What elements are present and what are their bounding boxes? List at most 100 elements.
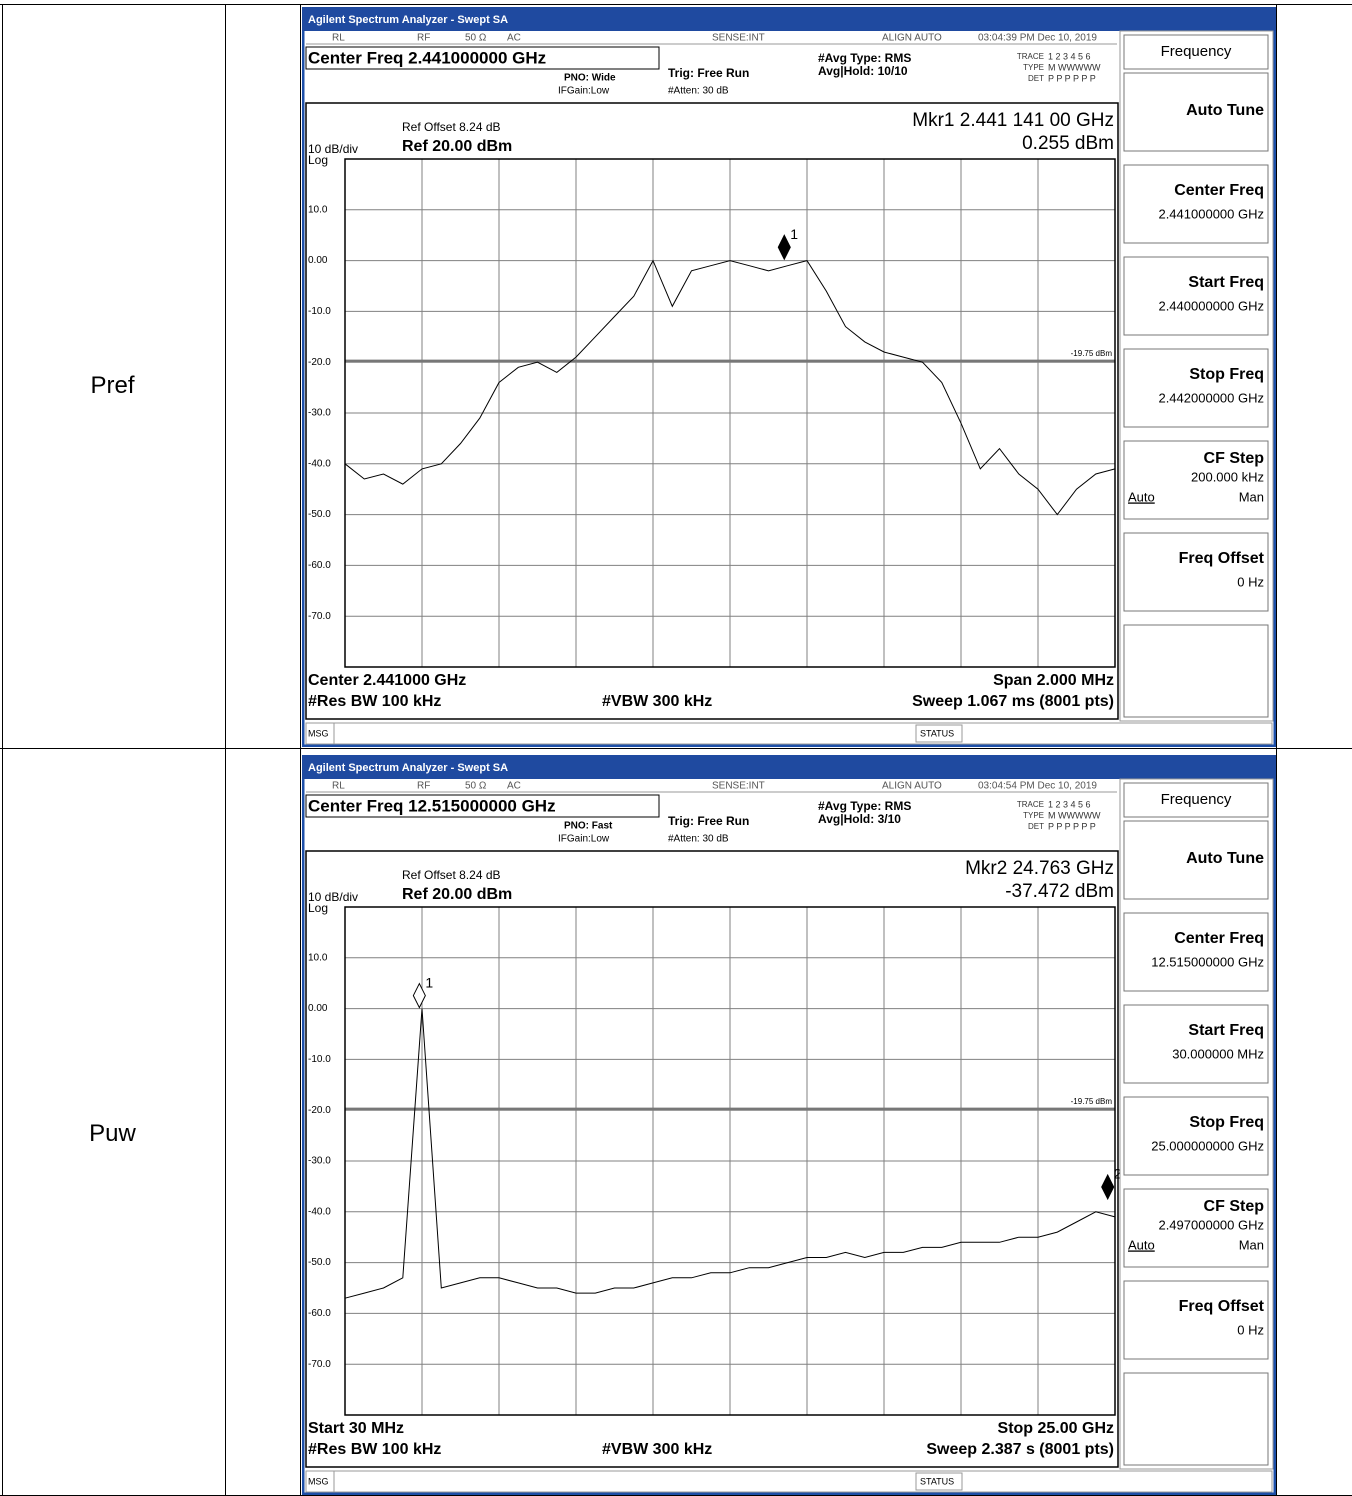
avg-type: #Avg Type: RMS xyxy=(818,799,911,813)
marker-readout: Mkr2 24.763 GHz xyxy=(965,858,1114,879)
status-box xyxy=(915,1472,963,1491)
status-item: RF xyxy=(417,781,430,792)
msg-label: MSG xyxy=(308,728,329,738)
marker-label: 1 xyxy=(790,226,798,242)
softkey[interactable] xyxy=(1123,1096,1269,1176)
softkey[interactable] xyxy=(1123,440,1269,520)
footer-vbw: #VBW 300 kHz xyxy=(602,693,712,710)
softkey-value: 2.497000000 GHz xyxy=(1158,1217,1264,1232)
trigger: Trig: Free Run xyxy=(668,814,749,828)
y-tick-label: -70.0 xyxy=(308,611,331,622)
graticule xyxy=(344,158,1116,668)
y-tick-label: -10.0 xyxy=(308,306,331,317)
softkey[interactable] xyxy=(1123,1280,1269,1360)
footer-sweep: Sweep 2.387 s (8001 pts) xyxy=(926,1441,1114,1458)
plot-frame xyxy=(305,850,1119,1468)
trace-info-value: P P P P P P xyxy=(1048,73,1096,83)
softkey-label: Auto Tune xyxy=(1186,850,1264,867)
y-tick-label: 0.00 xyxy=(308,1003,328,1014)
title-bar xyxy=(302,7,1276,31)
softkey-label: Freq Offset xyxy=(1179,550,1265,567)
softkey-value: 200.000 kHz xyxy=(1191,469,1264,484)
table-border xyxy=(1276,4,1277,1496)
trace-info-value: 1 2 3 4 5 6 xyxy=(1048,799,1091,809)
scale: 10 dB/div xyxy=(308,890,358,904)
ref-level: Ref 20.00 dBm xyxy=(402,138,512,155)
display-line-label: -19.75 dBm xyxy=(1071,349,1113,358)
softkey[interactable] xyxy=(1123,820,1269,900)
analyzer-screen: Agilent Spectrum Analyzer - Swept SA RL RF… xyxy=(302,755,1276,1495)
softkey[interactable] xyxy=(1123,348,1269,428)
status-item: 50 Ω xyxy=(465,781,487,792)
softkey-label: Stop Freq xyxy=(1189,1114,1264,1131)
y-tick-label: -30.0 xyxy=(308,408,331,419)
softkey-value: 0 Hz xyxy=(1237,574,1264,589)
footer-span: Span 2.000 MHz xyxy=(993,672,1114,689)
softkey-label: Start Freq xyxy=(1188,274,1264,291)
window-title: Agilent Spectrum Analyzer - Swept SA xyxy=(308,762,508,774)
softkey-label: CF Step xyxy=(1204,1198,1265,1215)
status-label: STATUS xyxy=(920,728,954,738)
y-tick-label: 0.00 xyxy=(308,255,328,266)
softkey[interactable] xyxy=(1123,256,1269,336)
softkey-label: Start Freq xyxy=(1188,1022,1264,1039)
softkey[interactable] xyxy=(1123,1004,1269,1084)
row-label: Pref xyxy=(90,372,135,399)
marker-label: 2 xyxy=(1114,1166,1122,1182)
status-item: SENSE:INT xyxy=(712,33,765,44)
softkey-option: Man xyxy=(1239,489,1264,504)
softkey[interactable] xyxy=(1123,912,1269,992)
status-item: RL xyxy=(332,33,345,44)
analyzer-screen: Agilent Spectrum Analyzer - Swept SA RL RF… xyxy=(302,7,1276,747)
softkey-value: 12.515000000 GHz xyxy=(1151,954,1264,969)
center-freq-box xyxy=(305,46,660,70)
marker xyxy=(1101,1173,1115,1201)
softkey[interactable] xyxy=(1123,782,1269,818)
footer-span: Stop 25.00 GHz xyxy=(998,1420,1114,1437)
softkey[interactable] xyxy=(1123,164,1269,244)
y-tick-label: -70.0 xyxy=(308,1359,331,1370)
pno: PNO: Wide xyxy=(564,73,616,84)
softkey-label: Center Freq xyxy=(1174,182,1264,199)
status-item: SENSE:INT xyxy=(712,781,765,792)
softkey-value: 2.440000000 GHz xyxy=(1158,298,1264,313)
avg-hold: Avg|Hold: 3/10 xyxy=(818,812,901,826)
status-item: 03:04:54 PM Dec 10, 2019 xyxy=(978,781,1097,792)
ref-level: Ref 20.00 dBm xyxy=(402,886,512,903)
softkey-label: Freq Offset xyxy=(1179,1298,1265,1315)
scale: 10 dB/div xyxy=(308,142,358,156)
graticule xyxy=(344,906,1116,1416)
status-item: RL xyxy=(332,781,345,792)
status-label: STATUS xyxy=(920,1476,954,1486)
softkey-label: Center Freq xyxy=(1174,930,1264,947)
ref-offset: Ref Offset 8.24 dB xyxy=(402,868,501,882)
softkey-value: 2.441000000 GHz xyxy=(1158,206,1264,221)
softkey[interactable] xyxy=(1123,72,1269,152)
footer-rbw: #Res BW 100 kHz xyxy=(308,693,441,710)
status-item: AC xyxy=(507,781,521,792)
y-tick-label: -60.0 xyxy=(308,1308,331,1319)
y-tick-label: -50.0 xyxy=(308,509,331,520)
display-line-label: -19.75 dBm xyxy=(1071,1097,1113,1106)
softkey-option: Man xyxy=(1239,1237,1264,1252)
softkey[interactable] xyxy=(1123,532,1269,612)
title-bar xyxy=(302,755,1276,779)
softkey-label: Auto Tune xyxy=(1186,102,1264,119)
attenuation: #Atten: 30 dB xyxy=(668,86,729,97)
marker-readout: 0.255 dBm xyxy=(1022,133,1114,154)
footer-start: Start 30 MHz xyxy=(308,1420,404,1437)
y-tick-label: -10.0 xyxy=(308,1054,331,1065)
softkey[interactable] xyxy=(1123,34,1269,70)
y-tick-label: 10.0 xyxy=(308,204,328,215)
softkey[interactable] xyxy=(1123,1188,1269,1268)
softkey-option: Auto xyxy=(1128,489,1155,504)
softkey-label: Stop Freq xyxy=(1189,366,1264,383)
trace-info-label: DET xyxy=(1028,822,1044,831)
softkey-value: 25.000000000 GHz xyxy=(1151,1138,1264,1153)
marker-readout: -37.472 dBm xyxy=(1005,881,1114,902)
footer-vbw: #VBW 300 kHz xyxy=(602,1441,712,1458)
trace-info-value: 1 2 3 4 5 6 xyxy=(1048,51,1091,61)
trace-info-label: TRACE xyxy=(1017,52,1044,61)
ref-offset: Ref Offset 8.24 dB xyxy=(402,120,501,134)
